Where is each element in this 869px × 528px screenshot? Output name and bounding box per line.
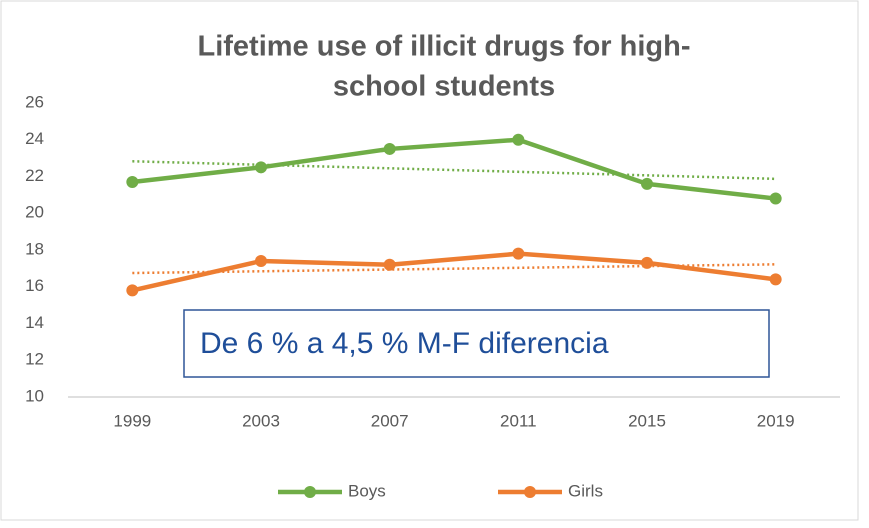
series-line [131, 251, 776, 293]
point [641, 177, 653, 190]
legend-marker [524, 486, 536, 498]
x-tick-label: 1999 [113, 411, 151, 430]
trendline [132, 160, 776, 181]
y-tick-label: 14 [25, 313, 44, 332]
annotation-box [183, 309, 770, 378]
y-tick-label: 24 [25, 129, 44, 148]
point [126, 176, 139, 189]
chart-title: Lifetime use of illicit drugs for high- [197, 31, 690, 63]
point [383, 142, 396, 155]
point [769, 192, 782, 205]
x-tick-label: 2019 [757, 411, 795, 430]
y-tick-label: 18 [25, 239, 44, 258]
legend-marker [304, 486, 316, 498]
x-tick-label: 2003 [242, 411, 280, 430]
point [769, 273, 782, 286]
point [383, 258, 396, 271]
y-tick-label: 16 [25, 276, 44, 295]
x-tick-label: 2011 [500, 411, 537, 430]
point [255, 255, 267, 268]
y-tick-label: 22 [25, 166, 44, 185]
x-tick-label: 2015 [628, 411, 666, 430]
legend-label: Boys [348, 481, 386, 500]
y-tick-label: 20 [25, 203, 44, 222]
annotation: De 6 % a 4,5 % M-F diferencia [200, 327, 609, 360]
point [512, 247, 525, 260]
x-tick-label: 2007 [371, 411, 409, 430]
point [641, 256, 653, 269]
y-tick-label: 10 [25, 386, 44, 405]
chart-title: school students [333, 71, 555, 103]
point [126, 284, 139, 297]
point [512, 133, 525, 146]
point [255, 161, 267, 174]
legend-label: Girls [568, 481, 603, 500]
y-tick-label: 12 [25, 350, 44, 369]
series-line [132, 137, 776, 201]
y-tick-label: 26 [25, 92, 44, 111]
